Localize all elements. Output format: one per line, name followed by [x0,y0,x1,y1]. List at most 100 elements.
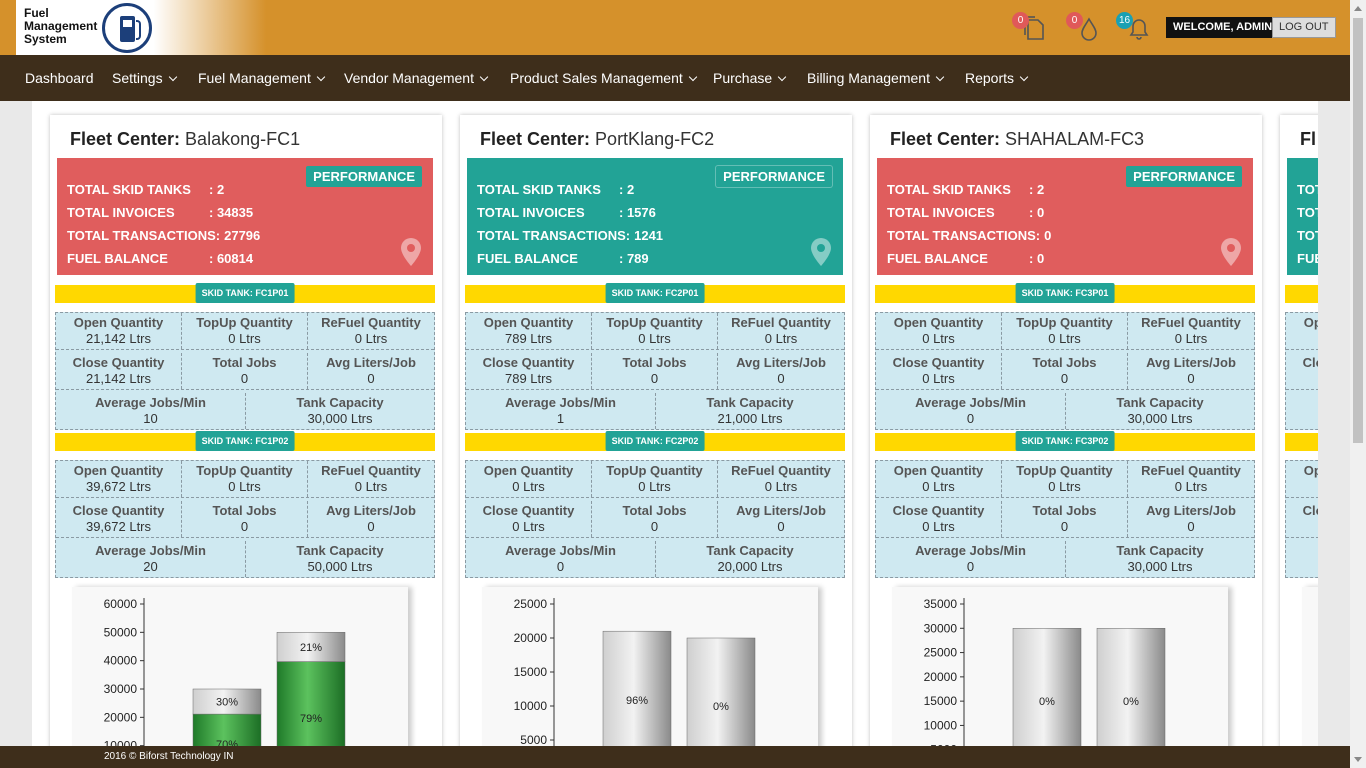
performance-button[interactable]: PERFORMANCE [306,166,422,187]
fuel-drop-icon[interactable]: 0 [1066,12,1102,42]
metric-row: Open Quantity 39,672 Ltrs TopUp Quantity 0 … [56,461,434,498]
bar-segment[interactable] [1012,628,1082,746]
metric-label: Close Quantity [1302,503,1318,518]
bar-segment[interactable] [276,632,346,662]
summary-row: TOTAL INVOICES: 1576 [477,205,656,220]
skid-tank-button[interactable]: SKID TANK: FC3P02 [1015,431,1115,451]
metric-label: Average Jobs/Min [505,395,616,410]
scroll-up-arrow-icon[interactable] [1354,6,1362,11]
metric-value: 789 Ltrs [505,371,552,386]
skid-tank-button[interactable]: SKID TANK: FC3P01 [1015,283,1115,303]
performance-button[interactable]: PERFORMANCE [1126,166,1242,187]
logout-button[interactable]: LOG OUT [1272,17,1336,38]
fleet-center-card: Fleet Center: Balakong-FC1 TOTAL SKID TAN… [50,115,442,746]
metric-value: 20,000 Ltrs [717,559,783,574]
metric-cell: Tank Capacity 30,000 Ltrs [1066,393,1254,429]
bar-segment[interactable] [192,688,262,715]
metric-value: 30,000 Ltrs [307,411,373,426]
skid-tank-button[interactable]: SKID TANK: FC1P01 [195,283,295,303]
nav-product-sales-management[interactable]: Product Sales Management [510,55,698,101]
bar-segment[interactable] [686,637,756,746]
metric-cell: TopUp Quantity 0 Ltrs [182,461,308,497]
metric-value: 0 Ltrs [228,331,261,346]
y-tick-label: 30000 [924,621,958,635]
app-name-line: System [24,32,67,46]
fleet-center-card: Fleet Center: SHAHALAM-FC3 TOTAL SKID TAN… [870,115,1262,746]
summary-label: TOTAL SKID TANKS [1297,182,1318,197]
location-pin-icon[interactable] [1220,237,1242,267]
nav-fuel-management[interactable]: Fuel Management [198,55,326,101]
skid-tank-button[interactable]: SKID TANK: FC2P02 [605,431,705,451]
metric-cell: Avg Liters/Job 0 [1128,353,1254,389]
metric-cell: Avg Liters/Job 0 [718,501,844,537]
metric-value: 21,000 Ltrs [717,411,783,426]
summary-row: TOTAL INVOICES [1297,205,1318,220]
page-scrollbar[interactable] [1350,0,1366,768]
metric-cell: Average Jobs/Min 0 [876,541,1066,577]
skid-tank-button[interactable]: SKID TANK: FC1P02 [195,431,295,451]
nav-settings[interactable]: Settings [112,55,177,101]
location-pin-icon[interactable] [810,237,832,267]
metric-label: Open Quantity [73,315,164,330]
fleet-center-title: Fleet Center: SHAHALAM-FC3 [890,129,1144,150]
summary-row: FUEL BALANCE: 0 [887,251,1044,266]
metric-row: Close Quantity 21,142 Ltrs Total Jobs 0 Avg … [56,353,434,390]
metric-cell: Avg Liters/Job 0 [308,353,434,389]
scrollbar-thumb[interactable] [1353,18,1363,443]
scroll-down-arrow-icon[interactable] [1354,757,1362,762]
metric-value: 0 [556,559,565,574]
metric-value: 30,000 Ltrs [1127,559,1193,574]
document-icon[interactable]: 0 [1012,12,1048,42]
metric-value: 0 [1060,519,1069,534]
fuel-pump-icon [102,3,152,53]
summary-label: TOTAL INVOICES [67,205,175,220]
skid-tank-header: SKID TANK: FC2P02 [465,431,845,451]
metric-value: 0 Ltrs [764,331,798,346]
metric-value: 0 Ltrs [1048,331,1081,346]
metric-cell: Average Jobs/Min [1286,393,1318,429]
bar-segment[interactable] [602,630,672,746]
nav-reports[interactable]: Reports [965,55,1029,101]
metric-value: 50,000 Ltrs [307,559,373,574]
metric-label: TopUp Quantity [196,315,293,330]
nav-label: Vendor Management [344,70,474,86]
nav-vendor-management[interactable]: Vendor Management [344,55,489,101]
metric-cell: Open Quantity 0 Ltrs [466,461,592,497]
y-tick-label: 5000 [930,743,957,746]
metric-cell: ReFuel Quantity 0 Ltrs [1128,313,1254,349]
skid-tank-metrics: Open Quantity 0 Ltrs TopUp Quantity 0 Ltrs R… [465,460,845,578]
bar-chart-svg: 10000 20000 30000 40000 50000 60000 70% 30% 79% 2… [104,597,346,746]
bell-icon[interactable]: 16 [1116,12,1152,42]
summary-label: TOTAL INVOICES [1297,205,1318,220]
bar-segment[interactable] [276,661,346,746]
metric-row: Close Quantity 0 Ltrs Total Jobs 0 Avg Liter… [876,501,1254,538]
summary-value: 27796 [224,228,261,243]
summary-row: TOTAL INVOICES: 0 [887,205,1044,220]
performance-button[interactable]: PERFORMANCE [716,166,832,187]
metric-value: 0 Ltrs [228,479,261,494]
metric-label: Close Quantity [892,503,985,518]
bar-percent-label: 21% [300,642,322,654]
notification-count-badge: 0 [1012,12,1029,29]
metric-label: Total Jobs [1032,355,1097,370]
metric-cell: TopUp Quantity 0 Ltrs [1002,461,1128,497]
metric-cell: Average Jobs/Min 0 [466,541,656,577]
chevron-down-icon [316,72,326,82]
metric-label: Close Quantity [482,355,575,370]
nav-billing-management[interactable]: Billing Management [807,55,945,101]
metric-label: Avg Liters/Job [1146,503,1236,518]
summary-value: : 0 [1029,251,1045,266]
bar-segment[interactable] [1096,628,1166,746]
metric-label: Open Quantity [483,315,574,330]
skid-tank-button[interactable]: SKID TANK: FC2P01 [605,283,705,303]
tank-level-chart [1302,587,1318,746]
location-pin-icon[interactable] [400,237,422,267]
skid-tank-metrics: Open Quantity 0 Ltrs TopUp Quantity 0 Ltrs R… [875,312,1255,430]
metric-cell: TopUp Quantity 0 Ltrs [182,313,308,349]
nav-dashboard[interactable]: Dashboard [25,55,94,101]
metric-label: Average Jobs/Min [915,395,1026,410]
app-logo[interactable]: Fuel Management System [16,0,266,55]
nav-purchase[interactable]: Purchase [713,55,787,101]
fleet-center-label: Fleet Center: [890,129,1001,149]
metric-row: Open Quantity 0 Ltrs TopUp Quantity 0 Ltrs R… [876,461,1254,498]
